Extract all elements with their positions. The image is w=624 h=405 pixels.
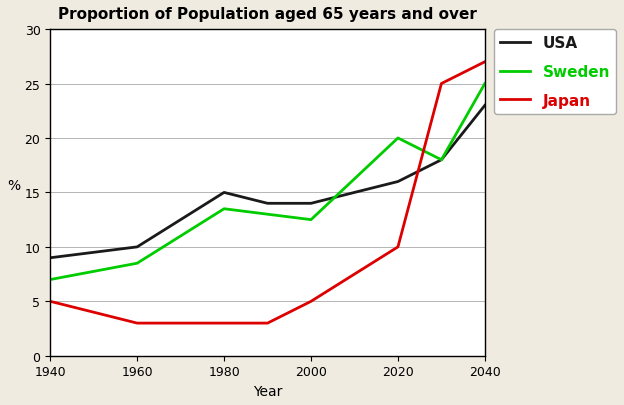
Legend: USA, Sweden, Japan: USA, Sweden, Japan (494, 30, 616, 115)
Title: Proportion of Population aged 65 years and over: Proportion of Population aged 65 years a… (58, 7, 477, 22)
X-axis label: Year: Year (253, 384, 282, 398)
Y-axis label: %: % (7, 179, 20, 193)
